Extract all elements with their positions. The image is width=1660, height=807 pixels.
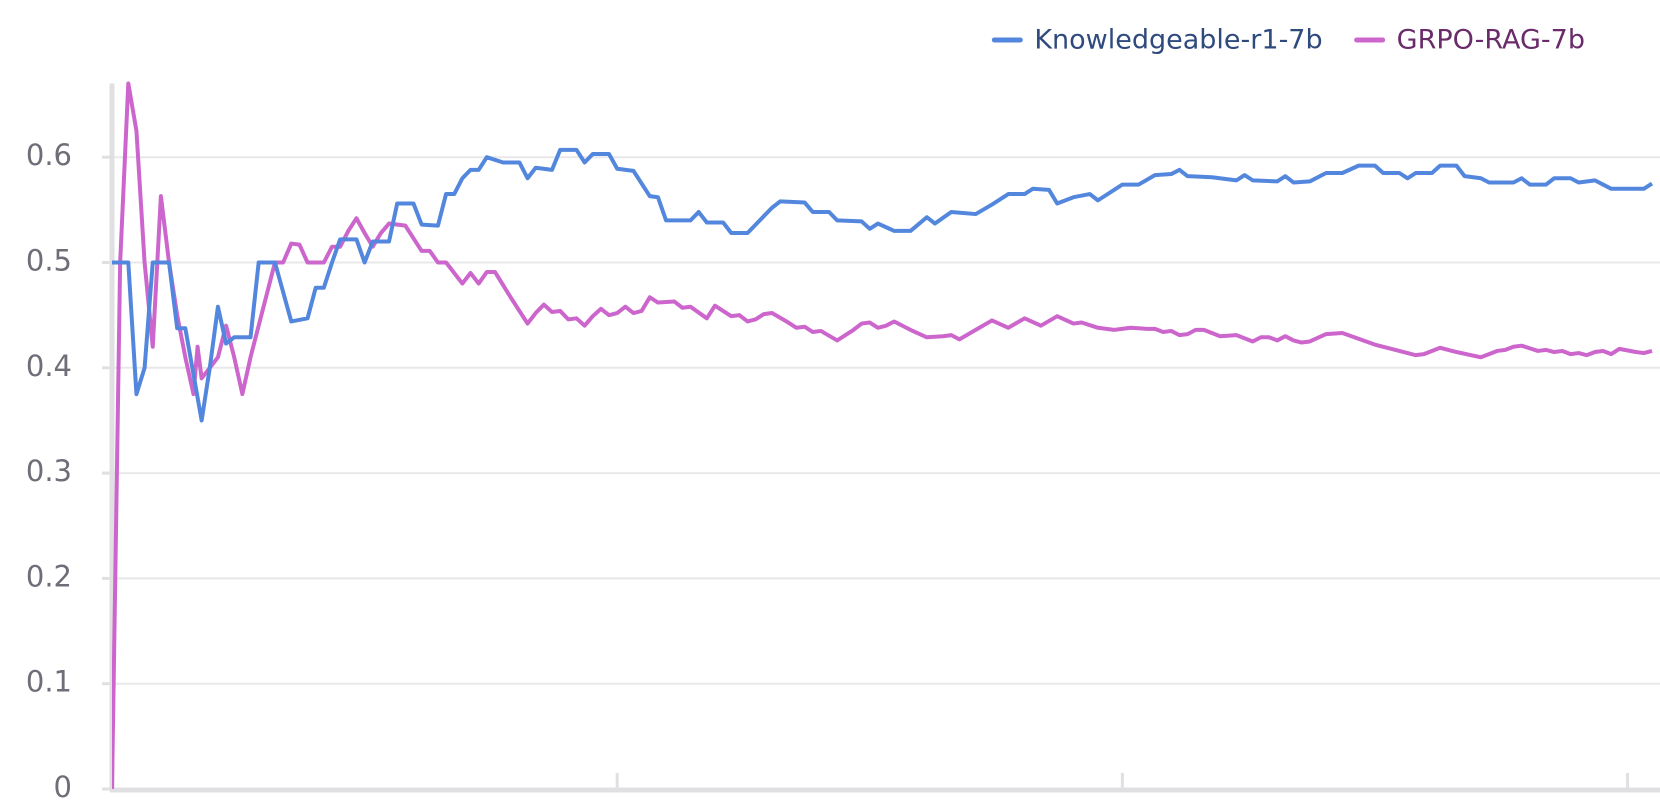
y-tick-label: 0.3 [26, 454, 72, 488]
grid [112, 156, 1660, 790]
axes: 0 0.1 0.2 0.3 0.4 0.5 0.6 [26, 83, 1660, 804]
y-tick-label: 0.6 [26, 138, 72, 172]
plot-area [112, 81, 1654, 790]
y-tick-label: 0.4 [26, 349, 72, 383]
legend-label: Knowledgeable-r1-7b [1034, 25, 1322, 56]
legend-item: Knowledgeable-r1-7b [991, 25, 1323, 56]
y-tick-label: 0.2 [26, 559, 72, 593]
y-tick-label: 0.1 [26, 665, 72, 699]
legend: Knowledgeable-r1-7b GRPO-RAG-7b [991, 25, 1585, 56]
series-line [112, 147, 1654, 423]
legend-item: GRPO-RAG-7b [1354, 25, 1585, 56]
y-tick-label: 0 [54, 770, 72, 804]
y-tick-label: 0.5 [26, 244, 72, 278]
series-line [112, 81, 1653, 790]
legend-label: GRPO-RAG-7b [1397, 25, 1585, 56]
